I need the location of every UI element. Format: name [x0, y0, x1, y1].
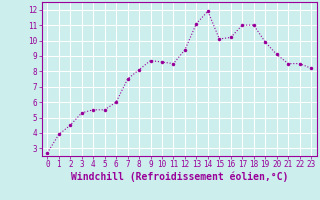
X-axis label: Windchill (Refroidissement éolien,°C): Windchill (Refroidissement éolien,°C)	[70, 172, 288, 182]
